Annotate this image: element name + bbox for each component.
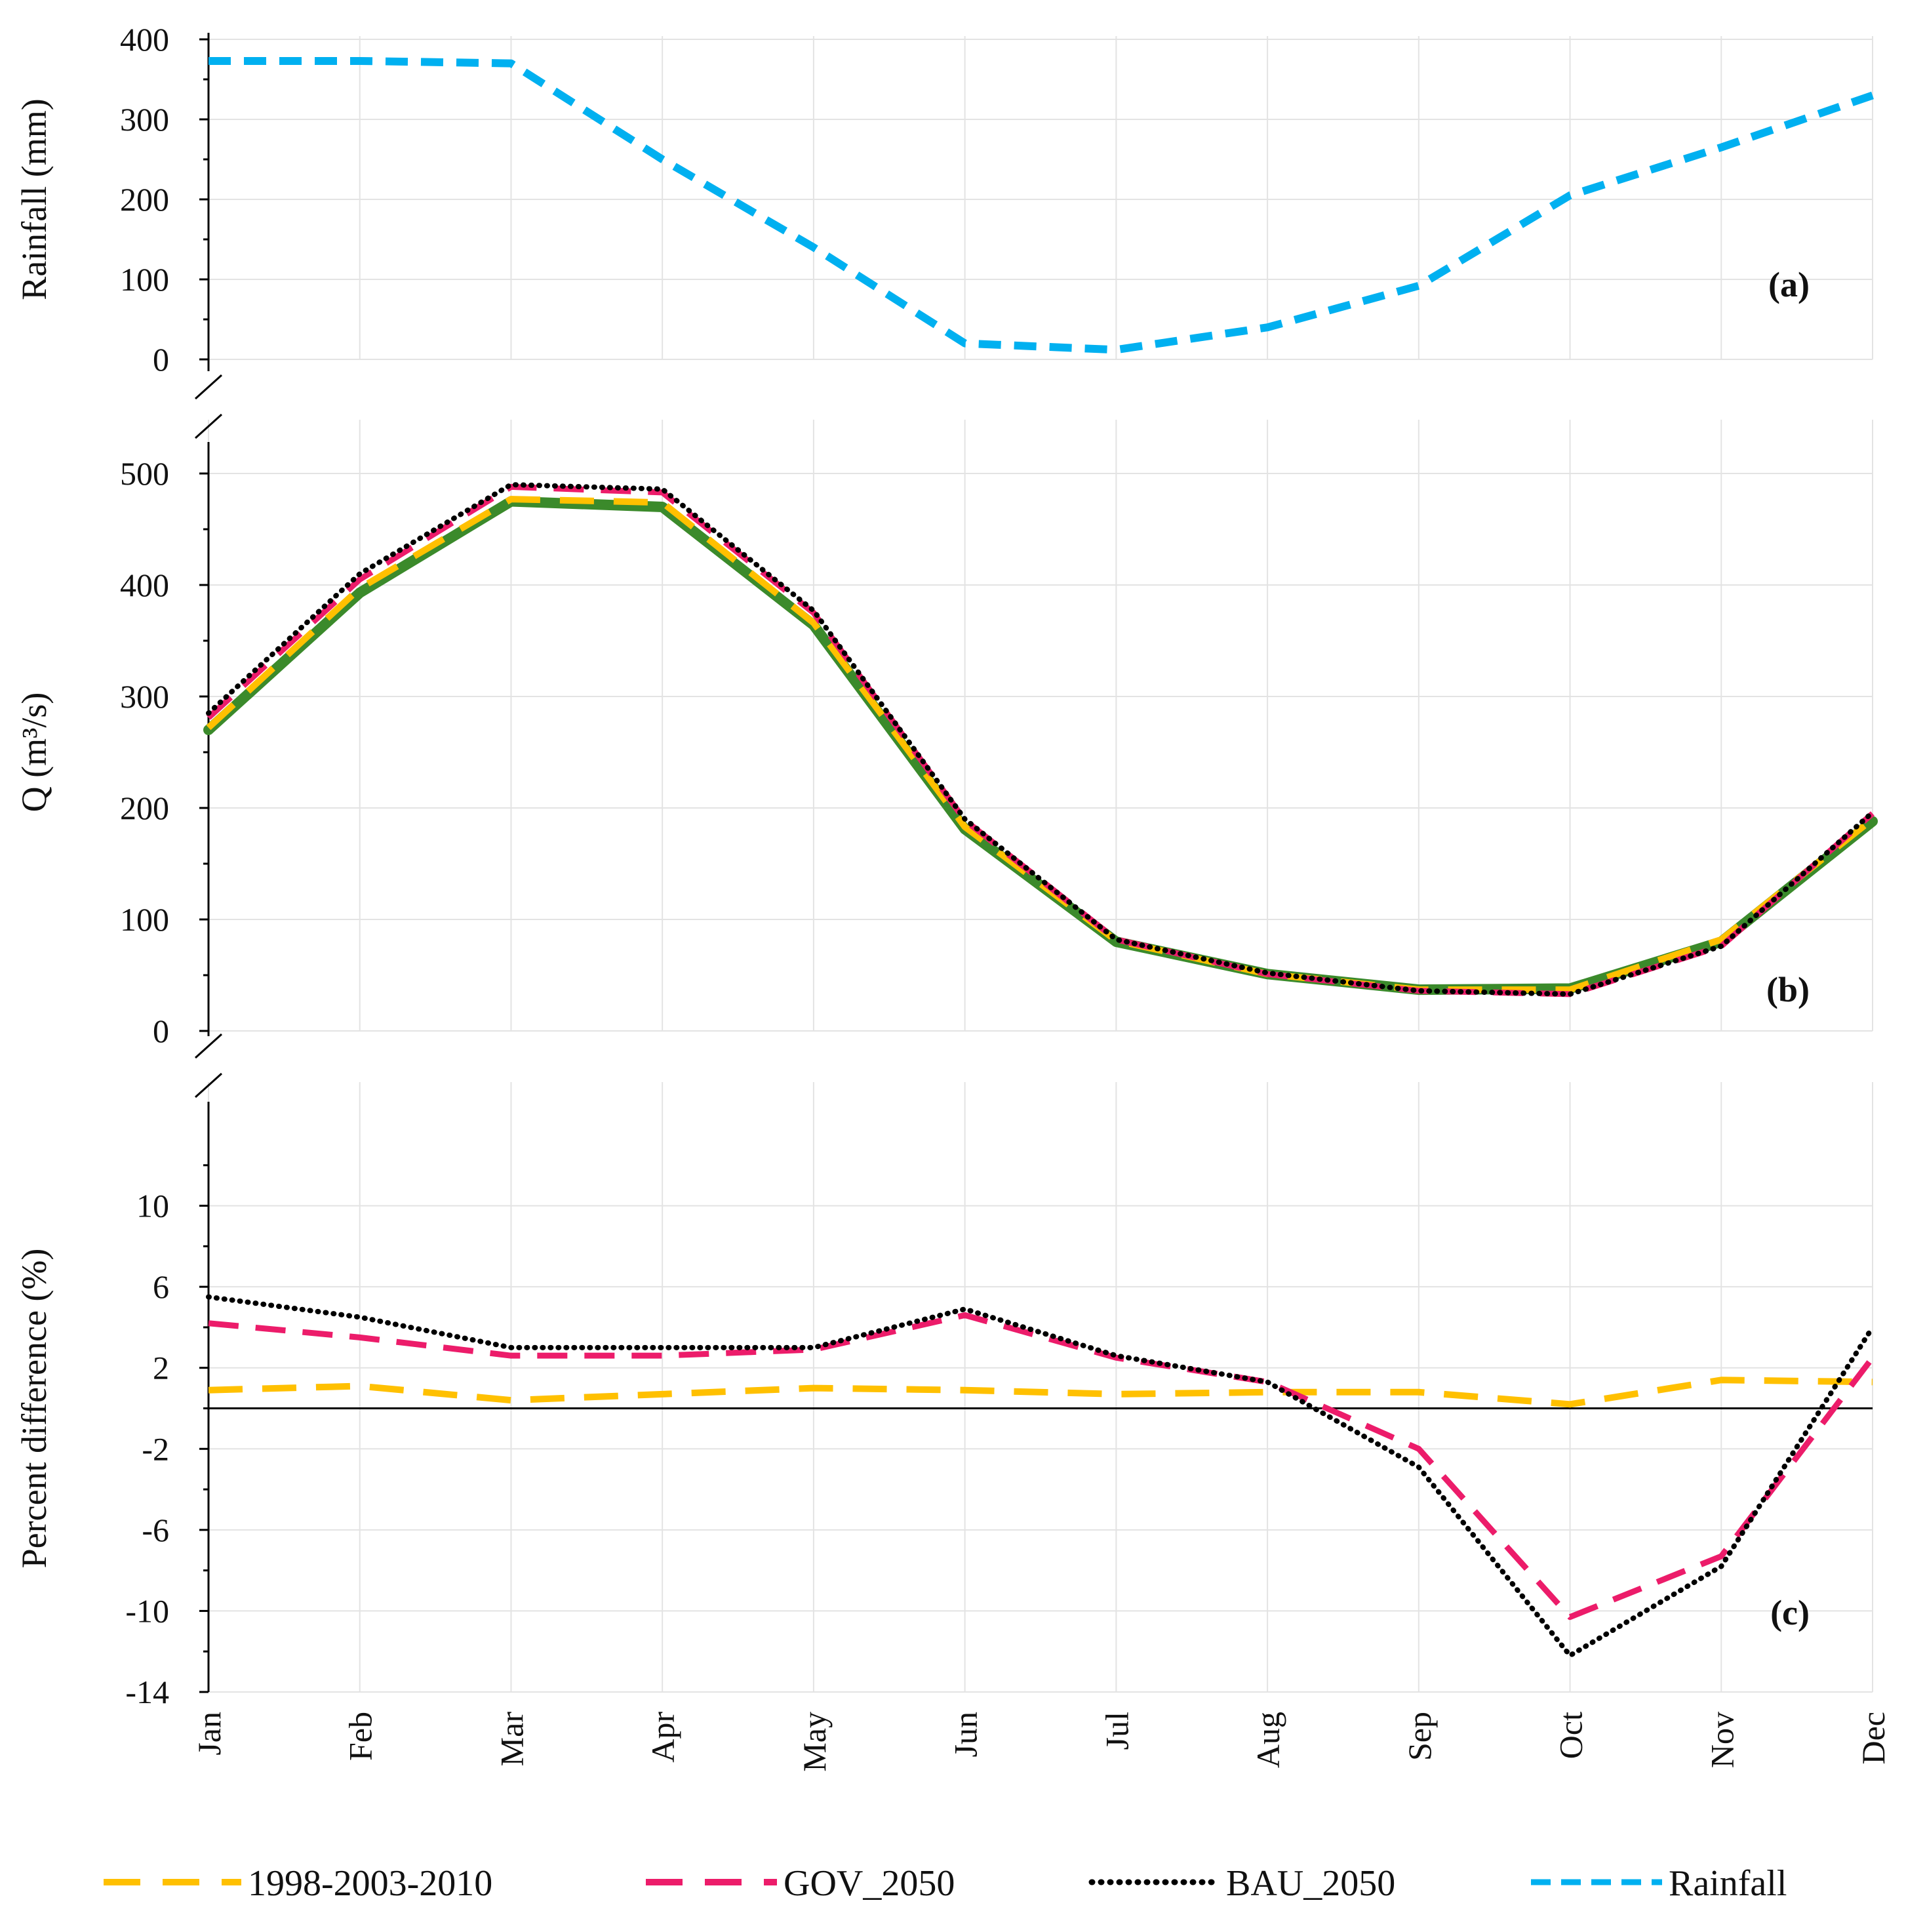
y-tick-label: 200	[120, 790, 169, 826]
panel-c-y-axis-ticks: -14 -10 -6 -2 2 6 10	[125, 1164, 1873, 1710]
y-tick-label: 500	[120, 455, 169, 492]
y-tick-label: 6	[153, 1268, 169, 1305]
panel-label: (c)	[1770, 1593, 1810, 1632]
panel-a-vertical-gridlines	[208, 36, 1873, 359]
y-tick-label: 300	[120, 678, 169, 715]
y-tick-label: -10	[125, 1592, 169, 1629]
panel-b-y-axis-ticks: 0 100 200 300 400 500	[120, 455, 1873, 1049]
x-axis-labels: Jan Feb Mar Apr May Jun Jul Aug Sep Oct Nov Dec	[191, 1712, 1892, 1772]
x-tick-label: Mar	[493, 1712, 530, 1767]
panel-label: (b)	[1766, 970, 1810, 1009]
legend-label: BAU_2050	[1226, 1863, 1395, 1904]
break-a-b-top	[194, 374, 223, 400]
x-tick-label: May	[796, 1712, 833, 1772]
y-tick-label: 300	[120, 101, 169, 138]
y-tick-label: 400	[120, 567, 169, 603]
series-line-gov-2050	[208, 1312, 1875, 1620]
series-line-bau-2050	[206, 482, 1875, 997]
series-line-baseline	[203, 496, 1878, 996]
x-tick-label: Apr	[645, 1712, 681, 1763]
x-tick-label: Jan	[191, 1712, 228, 1756]
panel-a-y-axis-ticks: 0 100 200 300 400	[120, 21, 1873, 378]
y-axis-title: Percent difference (%)	[14, 1249, 54, 1569]
y-tick-label: 400	[120, 21, 169, 58]
y-axis-title: Rainfall (mm)	[14, 98, 54, 300]
panel-b-vertical-gridlines	[208, 420, 1873, 1031]
legend-label: 1998-2003-2010	[248, 1863, 492, 1904]
y-tick-label: -6	[142, 1512, 169, 1548]
break-a-b-bottom	[194, 413, 223, 439]
break-b-c-bottom	[194, 1072, 223, 1098]
panel-c-vertical-gridlines	[208, 1082, 1873, 1692]
y-tick-label: -14	[125, 1674, 169, 1710]
y-tick-label: 10	[136, 1188, 169, 1224]
panel-b-series	[203, 482, 1878, 997]
break-b-c-top	[194, 1033, 223, 1059]
y-tick-label: 0	[153, 341, 169, 378]
panel-a-series	[208, 56, 1874, 354]
x-tick-label: Feb	[342, 1712, 379, 1761]
legend-label: GOV_2050	[784, 1863, 955, 1904]
y-tick-label: 100	[120, 901, 169, 938]
y-tick-label: 2	[153, 1350, 169, 1386]
x-tick-label: Dec	[1855, 1712, 1892, 1765]
series-line-1998-2003-2010	[206, 496, 1875, 994]
x-tick-label: Oct	[1553, 1712, 1589, 1759]
y-tick-label: 200	[120, 181, 169, 218]
panel-b: 0 100 200 300 400 500 Q (m³/s) (b)	[14, 420, 1878, 1049]
panel-c-series	[206, 1294, 1875, 1659]
series-line-rainfall	[208, 56, 1874, 354]
y-tick-label: 100	[120, 261, 169, 298]
y-tick-label: -2	[142, 1430, 169, 1467]
x-tick-label: Jul	[1098, 1712, 1135, 1750]
legend: 1998-2003-2010 GOV_2050 BAU_2050 Rainfall	[104, 1863, 1787, 1904]
x-tick-label: Jun	[947, 1712, 984, 1757]
legend-label: Rainfall	[1669, 1863, 1787, 1904]
panel-label: (a)	[1768, 265, 1810, 304]
series-line-gov-2050	[206, 483, 1875, 997]
panel-a: 0 100 200 300 400 Rainfall (mm) (a)	[14, 21, 1874, 378]
y-axis-title: Q (m³/s)	[14, 693, 54, 813]
series-line-bau-2050	[206, 1294, 1875, 1659]
y-tick-label: 0	[153, 1013, 169, 1049]
x-tick-label: Nov	[1703, 1712, 1740, 1768]
series-line-1998-2003-2010	[208, 1377, 1873, 1408]
panel-c: -14 -10 -6 -2 2 6 10 Percent difference (%) (c)	[14, 1082, 1875, 1710]
x-tick-label: Sep	[1401, 1712, 1438, 1761]
x-tick-label: Aug	[1250, 1712, 1286, 1768]
